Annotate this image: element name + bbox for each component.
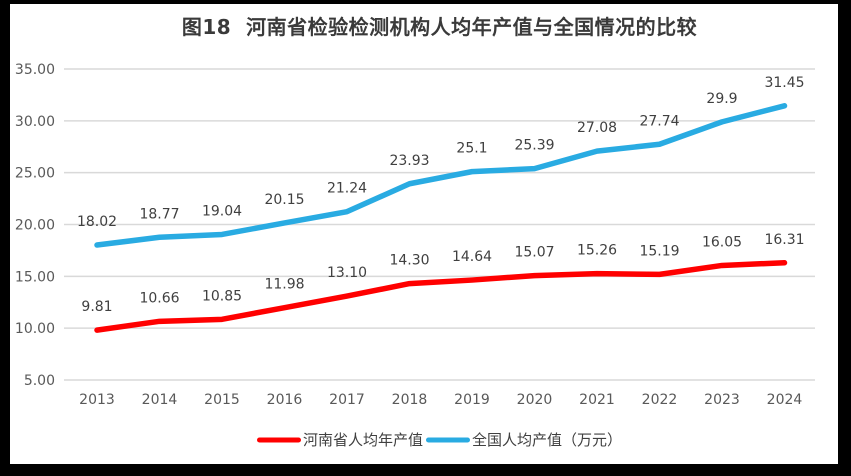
y-tick-label: 15.00 xyxy=(15,269,55,285)
data-label: 20.15 xyxy=(264,192,304,208)
data-label: 9.81 xyxy=(81,299,112,315)
legend-national-label: 全国人均产值（万元） xyxy=(472,431,623,449)
chart-canvas xyxy=(10,4,838,464)
data-label: 29.9 xyxy=(706,91,737,107)
series-line-0 xyxy=(94,260,788,333)
y-tick-label: 25.00 xyxy=(15,166,55,182)
x-tick-label: 2023 xyxy=(704,392,740,408)
legend-henan-line-swatch xyxy=(256,437,301,442)
y-tick-label: 20.00 xyxy=(15,218,55,234)
x-tick-label: 2016 xyxy=(267,392,303,408)
data-label: 10.66 xyxy=(139,290,179,306)
y-tick-label: 10.00 xyxy=(15,321,55,337)
data-label: 23.93 xyxy=(389,153,429,169)
data-label: 25.1 xyxy=(456,141,487,157)
data-label: 11.98 xyxy=(264,277,304,293)
data-label: 14.64 xyxy=(452,249,492,265)
data-label: 27.74 xyxy=(639,113,679,129)
x-tick-label: 2021 xyxy=(579,392,615,408)
legend-item-henan: 河南省人均年产值 xyxy=(256,429,423,450)
data-label: 16.05 xyxy=(702,234,742,250)
series-line-1 xyxy=(94,103,788,248)
x-tick-label: 2015 xyxy=(204,392,240,408)
data-label: 21.24 xyxy=(327,181,367,197)
data-label: 31.45 xyxy=(764,75,804,91)
legend-henan-swatch-rect xyxy=(256,437,301,442)
legend-national-swatch-rect xyxy=(426,437,470,442)
legend-henan-label: 河南省人均年产值 xyxy=(302,431,423,449)
x-tick-label: 2017 xyxy=(329,392,365,408)
x-tick-label: 2019 xyxy=(454,392,490,408)
data-label: 25.39 xyxy=(514,138,554,154)
data-label: 15.19 xyxy=(639,243,679,259)
legend-item-national: 全国人均产值（万元） xyxy=(426,429,622,450)
y-tick-label: 5.00 xyxy=(24,373,55,389)
y-tick-label: 35.00 xyxy=(15,62,55,78)
x-tick-label: 2018 xyxy=(392,392,428,408)
x-tick-label: 2024 xyxy=(767,392,803,408)
x-tick-label: 2013 xyxy=(79,392,115,408)
data-label: 27.08 xyxy=(577,120,617,136)
data-label: 15.26 xyxy=(577,243,617,259)
x-tick-label: 2014 xyxy=(142,392,178,408)
x-tick-label: 2022 xyxy=(642,392,678,408)
data-label: 18.02 xyxy=(77,214,117,230)
data-label: 10.85 xyxy=(202,288,242,304)
data-label: 13.10 xyxy=(327,265,367,281)
chart-title: 图18 河南省检验检测机构人均年产值与全国情况的比较 xyxy=(181,15,698,39)
data-label: 15.07 xyxy=(514,245,554,261)
data-label: 18.77 xyxy=(139,206,179,222)
chart-legend: 河南省人均年产值 全国人均产值（万元） xyxy=(64,429,815,450)
x-tick-label: 2020 xyxy=(517,392,553,408)
legend-national-line-swatch xyxy=(426,437,470,442)
data-label: 19.04 xyxy=(202,203,242,219)
data-label: 14.30 xyxy=(389,253,429,269)
y-tick-label: 30.00 xyxy=(15,114,55,130)
data-label: 16.31 xyxy=(764,232,804,248)
